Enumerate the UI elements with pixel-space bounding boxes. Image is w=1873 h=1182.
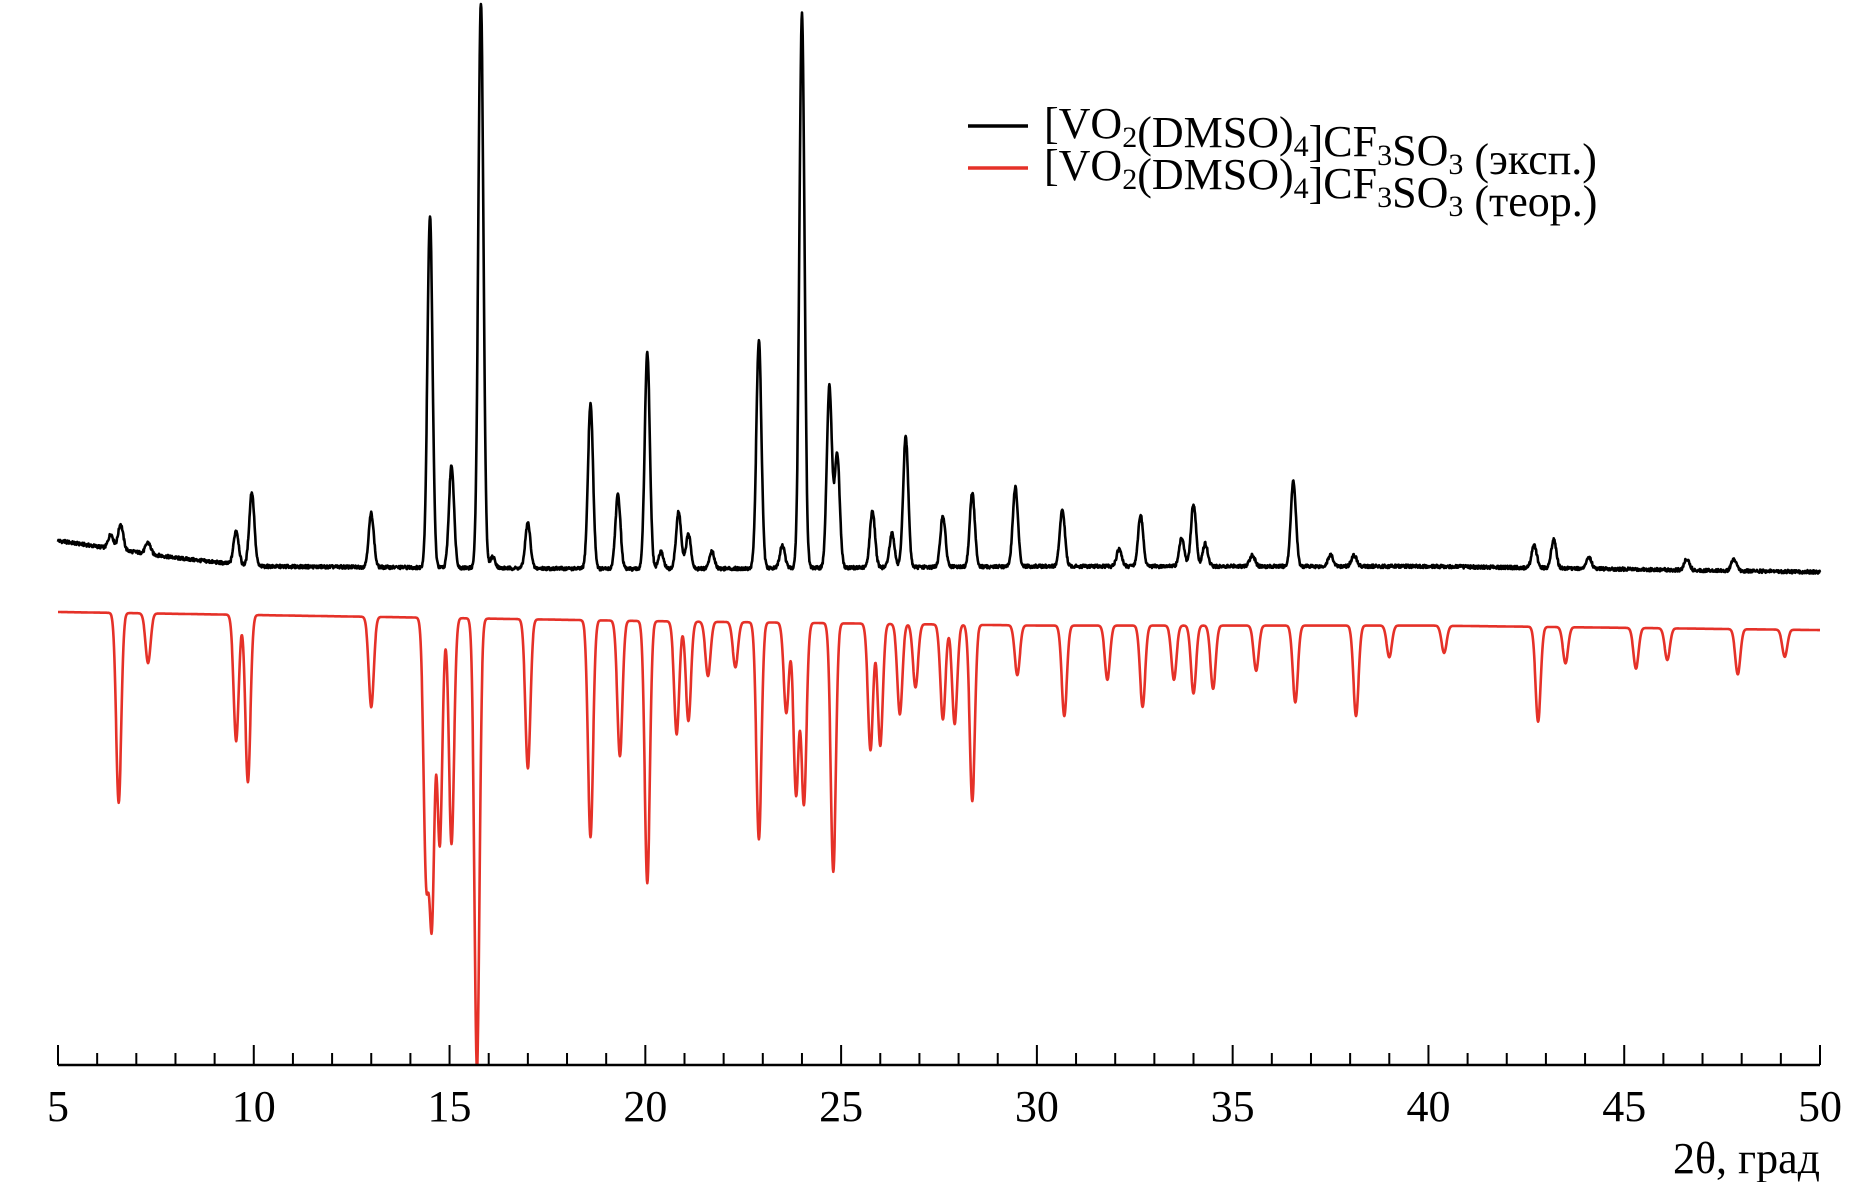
legend-label: [VO2(DMSO)4]CF3SO3 (эксп.) (1044, 99, 1597, 184)
x-tick-label: 35 (1211, 1082, 1255, 1131)
x-tick-label: 45 (1602, 1082, 1646, 1131)
x-tick-label: 25 (819, 1082, 863, 1131)
series-theoretical-line (57, 610, 1821, 1066)
x-tick-label: 10 (232, 1082, 276, 1131)
x-axis-title: 2θ, град (1673, 1134, 1820, 1182)
x-tick-label: 20 (623, 1082, 667, 1131)
x-tick-label: 40 (1406, 1082, 1450, 1131)
x-axis: 5 10 15 20 25 30 35 40 45 50 (47, 1045, 1842, 1131)
series-experimental-line (56, 2, 1822, 575)
x-tick-label: 5 (47, 1082, 69, 1131)
plot-area (56, 2, 1822, 1066)
legend-label: [VO2(DMSO)4]CF3SO3 (теор.) (1044, 141, 1597, 226)
x-tick-label: 50 (1798, 1082, 1842, 1131)
legend: [VO2(DMSO)4]CF3SO3 (эксп.)[VO2(DMSO)4]CF… (968, 99, 1597, 226)
x-tick-label: 15 (428, 1082, 472, 1131)
x-tick-label: 30 (1015, 1082, 1059, 1131)
